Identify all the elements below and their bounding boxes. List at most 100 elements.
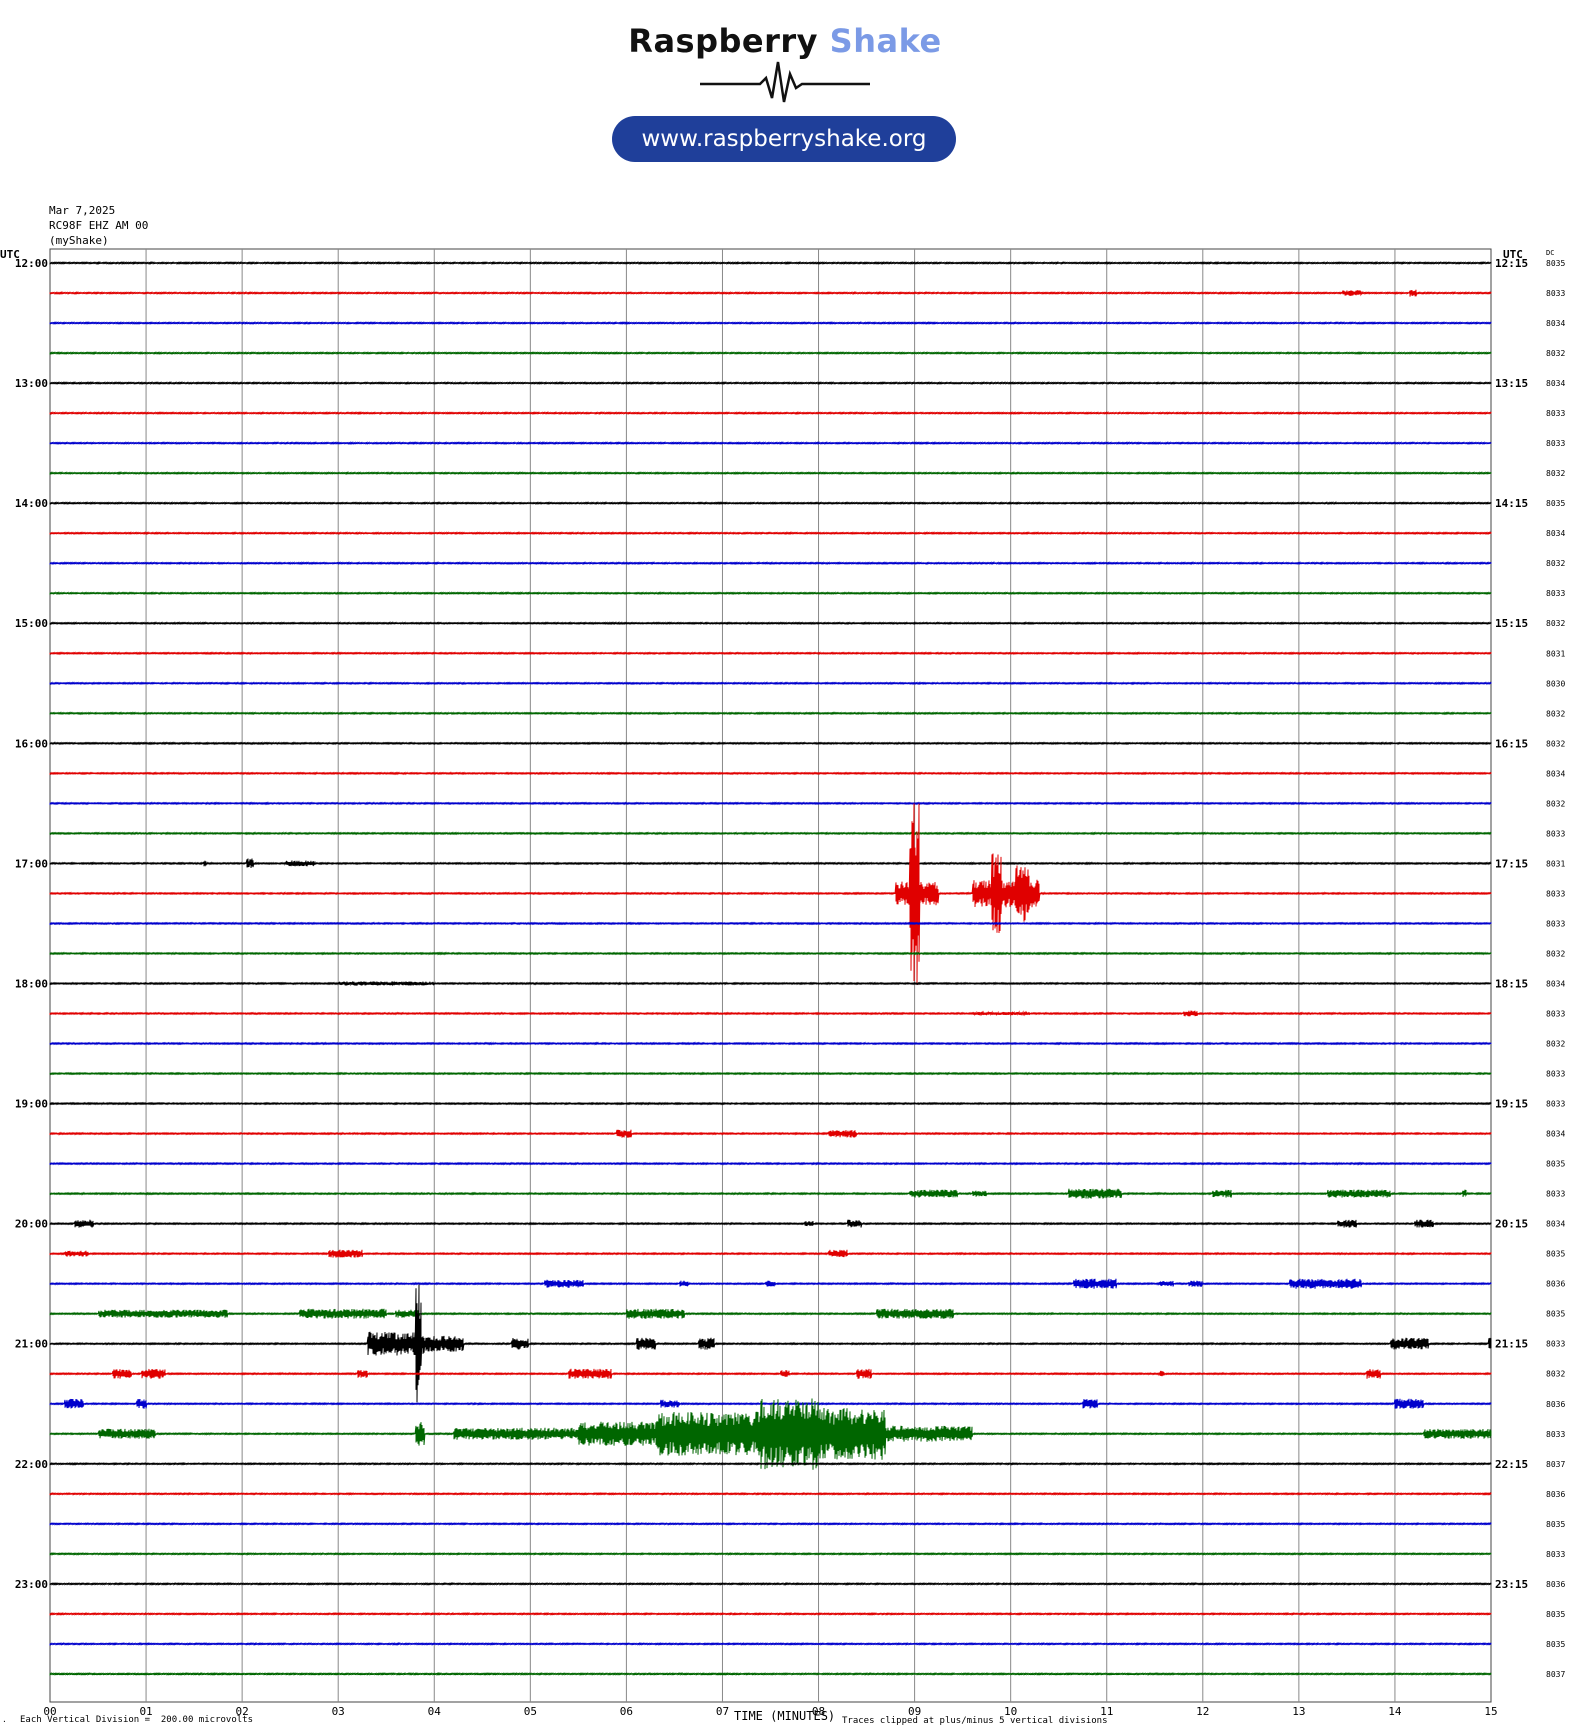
trace-line <box>49 921 1492 926</box>
dc-offset-label: 8036 <box>1546 1280 1565 1289</box>
trace-line <box>49 411 1492 416</box>
dc-offset-label: 8033 <box>1546 919 1565 928</box>
corner-mark: . <box>2 1715 7 1724</box>
trace-line <box>49 711 1492 716</box>
trace-line <box>49 741 1492 746</box>
trace-line <box>49 621 1492 626</box>
dc-offset-label: 8035 <box>1546 1160 1565 1169</box>
trace-line <box>49 561 1492 566</box>
trace-line <box>49 471 1492 476</box>
dc-offset-label: 8035 <box>1546 1310 1565 1319</box>
left-hour-label: 21:00 <box>15 1338 48 1351</box>
left-hour-label: 14:00 <box>15 497 48 510</box>
seismic-wave-icon <box>700 61 870 103</box>
x-tick-label: 11 <box>1100 1705 1113 1718</box>
right-axis-title: UTC <box>1503 248 1523 261</box>
x-tick-label: 06 <box>620 1705 633 1718</box>
trace-line <box>49 1641 1492 1646</box>
dc-offset-label: 8033 <box>1546 1100 1565 1109</box>
trace-line <box>49 1551 1492 1556</box>
trace-line <box>49 351 1492 356</box>
dc-offset-label: 8035 <box>1546 1640 1565 1649</box>
right-hour-label: 12:15 <box>1495 257 1528 270</box>
dc-offset-label: 8034 <box>1546 379 1565 388</box>
dc-offset-label: 8033 <box>1546 589 1565 598</box>
right-hour-label: 20:15 <box>1495 1218 1528 1231</box>
trace-line <box>49 951 1492 956</box>
left-hour-label: 16:00 <box>15 737 48 750</box>
trace-line <box>49 441 1492 446</box>
dc-offset-label: 8031 <box>1546 649 1565 658</box>
left-hour-label: 23:00 <box>15 1578 48 1591</box>
right-hour-label: 15:15 <box>1495 617 1528 630</box>
dc-offset-label: 8037 <box>1546 1670 1565 1679</box>
dc-offset-label: 8034 <box>1546 319 1565 328</box>
dc-offset-label: 8032 <box>1546 799 1565 808</box>
x-tick-label: 02 <box>236 1705 249 1718</box>
left-hour-label: 20:00 <box>15 1218 48 1231</box>
trace-line <box>49 1278 1492 1289</box>
dc-offset-label: 8034 <box>1546 529 1565 538</box>
dc-offset-label: 8032 <box>1546 349 1565 358</box>
x-tick-label: 07 <box>716 1705 729 1718</box>
dc-offset-label: 8035 <box>1546 259 1565 268</box>
trace-line <box>49 681 1492 686</box>
trace-line <box>49 1129 1492 1138</box>
dc-offset-label: 8036 <box>1546 1400 1565 1409</box>
trace-line <box>49 771 1492 776</box>
left-hour-label: 17:00 <box>15 857 48 870</box>
dc-offset-label: 8032 <box>1546 559 1565 568</box>
trace-line <box>49 1398 1492 1409</box>
x-tick-label: 12 <box>1196 1705 1209 1718</box>
dc-offset-label: 8033 <box>1546 1190 1565 1199</box>
trace-line <box>49 1398 1492 1470</box>
plot-frame <box>49 248 1492 1703</box>
right-hour-label: 19:15 <box>1495 1098 1528 1111</box>
x-tick-label: 15 <box>1484 1705 1497 1718</box>
left-hour-label: 18:00 <box>15 977 48 990</box>
dc-offset-label: 8036 <box>1546 1490 1565 1499</box>
trace-line <box>49 501 1492 506</box>
dc-offset-label: 8034 <box>1546 769 1565 778</box>
trace-line <box>49 801 1492 806</box>
x-tick-label: 00 <box>43 1705 56 1718</box>
dc-offset-label: 8032 <box>1546 949 1565 958</box>
dc-offset-label: 8034 <box>1546 979 1565 988</box>
station-id: RC98F EHZ AM 00 <box>49 219 149 232</box>
dc-offset-label: 8034 <box>1546 1130 1565 1139</box>
x-tick-label: 08 <box>812 1705 825 1718</box>
trace-line <box>49 1461 1492 1466</box>
dc-offset-label: 8030 <box>1546 679 1565 688</box>
raspberry-shake-logo: Raspberry Shake www.raspberryshake.org <box>0 0 1570 170</box>
right-hour-label: 13:15 <box>1495 377 1528 390</box>
x-tick-label: 03 <box>332 1705 345 1718</box>
x-tick-label: 04 <box>428 1705 442 1718</box>
trace-line <box>49 591 1492 596</box>
trace-line <box>49 980 1492 987</box>
dc-offset-label: 8037 <box>1546 1460 1565 1469</box>
trace-line <box>49 1491 1492 1496</box>
dc-offset-label: 8031 <box>1546 859 1565 868</box>
dc-column-title: DC <box>1546 249 1554 257</box>
clip-note: Traces clipped at plus/minus 5 vertical … <box>842 1716 1108 1726</box>
right-hour-label: 21:15 <box>1495 1338 1528 1351</box>
trace-line <box>49 803 1492 986</box>
right-hour-label: 18:15 <box>1495 977 1528 990</box>
x-tick-label: 05 <box>524 1705 537 1718</box>
plot-date: Mar 7,2025 <box>49 204 116 217</box>
trace-line <box>49 1041 1492 1046</box>
dc-offset-label: 8033 <box>1546 289 1565 298</box>
dc-offset-label: 8035 <box>1546 1610 1565 1619</box>
x-tick-label: 09 <box>908 1705 921 1718</box>
scale-note: Each Vertical Division = 200.00 microvol… <box>20 1715 253 1725</box>
trace-line <box>49 1249 1492 1258</box>
x-tick-label: 13 <box>1292 1705 1305 1718</box>
dc-offset-label: 8033 <box>1546 439 1565 448</box>
trace-line <box>49 1161 1492 1166</box>
dc-offset-label: 8036 <box>1546 1580 1565 1589</box>
trace-line <box>49 1010 1492 1017</box>
dc-offset-label: 8033 <box>1546 409 1565 418</box>
left-hour-label: 12:00 <box>15 257 48 270</box>
logo-title: Raspberry Shake <box>0 22 1570 60</box>
dc-offset-label: 8033 <box>1546 1550 1565 1559</box>
